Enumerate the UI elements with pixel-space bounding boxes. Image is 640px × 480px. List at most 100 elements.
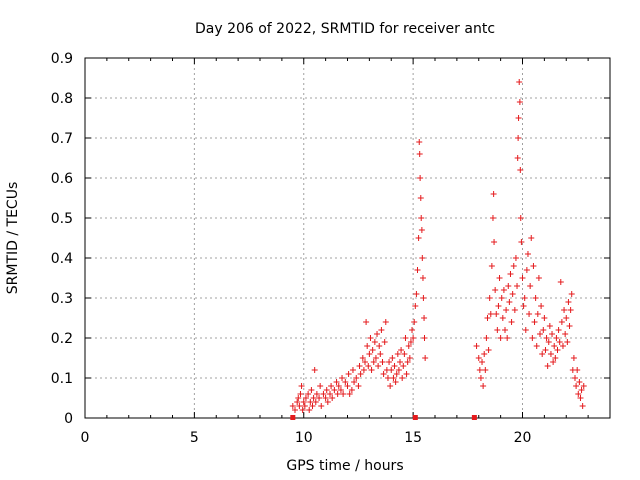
data-point <box>506 299 513 305</box>
data-point <box>421 335 428 341</box>
data-point <box>544 363 551 369</box>
data-point <box>323 387 330 393</box>
data-point <box>411 319 418 325</box>
data-point <box>514 155 521 161</box>
y-tick-label: 0.1 <box>51 371 73 387</box>
data-point <box>495 303 502 309</box>
data-point <box>494 327 501 333</box>
data-point <box>574 367 581 373</box>
data-point <box>473 343 480 349</box>
data-point <box>563 315 570 321</box>
data-point <box>331 387 338 393</box>
data-point <box>540 327 547 333</box>
data-point <box>351 379 358 385</box>
data-point <box>542 347 549 353</box>
data-point <box>480 383 487 389</box>
data-point <box>533 343 540 349</box>
data-point <box>504 335 511 341</box>
data-point <box>498 295 505 301</box>
x-tick-label: 20 <box>514 430 532 446</box>
data-point <box>479 359 486 365</box>
data-point <box>492 287 499 293</box>
y-axis: 0 0.1 0.2 0.3 0.4 0.5 0.6 0.7 0.8 0.9 <box>51 51 610 427</box>
data-point <box>289 403 296 409</box>
data-point <box>518 239 525 245</box>
data-point <box>387 383 394 389</box>
data-point <box>521 295 528 301</box>
data-point <box>485 347 492 353</box>
data-point <box>362 359 368 365</box>
data-point <box>394 351 401 357</box>
data-point <box>365 363 372 369</box>
data-point <box>508 319 515 325</box>
data-point <box>372 355 379 361</box>
y-tick-label: 0.2 <box>51 331 73 347</box>
data-point <box>400 363 407 369</box>
data-point <box>346 391 353 397</box>
x-axis: 0 5 10 15 20 <box>81 58 589 446</box>
data-point <box>381 339 388 345</box>
data-point <box>377 351 384 357</box>
data-point <box>344 383 351 389</box>
data-point <box>543 335 550 341</box>
data-point <box>530 263 537 269</box>
data-point <box>529 335 536 341</box>
data-point <box>308 387 315 393</box>
data-point <box>559 343 566 349</box>
data-point <box>388 367 395 373</box>
data-point <box>399 375 406 381</box>
grid <box>85 58 610 418</box>
data-point <box>573 383 580 389</box>
data-point <box>349 367 356 373</box>
data-point <box>320 391 327 397</box>
data-series <box>289 79 587 420</box>
data-point <box>502 327 508 333</box>
data-point <box>524 251 531 257</box>
data-point <box>322 395 329 401</box>
chart-title: Day 206 of 2022, SRMTID for receiver ant… <box>195 21 495 37</box>
data-point <box>416 139 423 145</box>
data-point <box>523 267 530 273</box>
y-axis-title: SRMTID / TECUs <box>5 182 21 295</box>
data-point <box>552 355 559 361</box>
data-point <box>567 307 574 313</box>
data-point <box>555 327 562 333</box>
data-point <box>553 335 560 341</box>
data-point <box>561 307 568 313</box>
data-point <box>316 395 323 401</box>
data-point <box>311 367 318 373</box>
data-point <box>306 407 313 413</box>
data-point <box>379 359 386 365</box>
data-point <box>422 355 429 361</box>
data-point <box>514 283 521 289</box>
data-point <box>405 343 412 349</box>
data-point <box>566 323 573 329</box>
data-point <box>527 283 534 289</box>
data-point <box>363 319 370 325</box>
data-point <box>366 351 373 357</box>
data-point <box>295 395 302 401</box>
data-point <box>389 355 396 361</box>
y-tick-label: 0.9 <box>51 51 73 67</box>
data-point <box>546 323 553 329</box>
x-tick-label: 10 <box>295 430 313 446</box>
data-point <box>519 275 526 281</box>
data-point <box>367 335 374 341</box>
data-point <box>296 403 303 409</box>
data-point <box>384 375 391 381</box>
zero-point-marker <box>412 415 418 420</box>
data-point <box>551 343 558 349</box>
data-point <box>348 387 355 393</box>
data-point <box>497 335 504 341</box>
data-point <box>329 395 336 401</box>
data-point <box>397 359 403 365</box>
data-point <box>532 295 539 301</box>
data-point <box>522 327 529 333</box>
data-point <box>297 391 304 397</box>
data-point <box>407 339 414 345</box>
data-point <box>305 391 312 397</box>
data-point <box>339 375 346 381</box>
data-point <box>342 379 349 385</box>
data-point <box>392 379 399 385</box>
